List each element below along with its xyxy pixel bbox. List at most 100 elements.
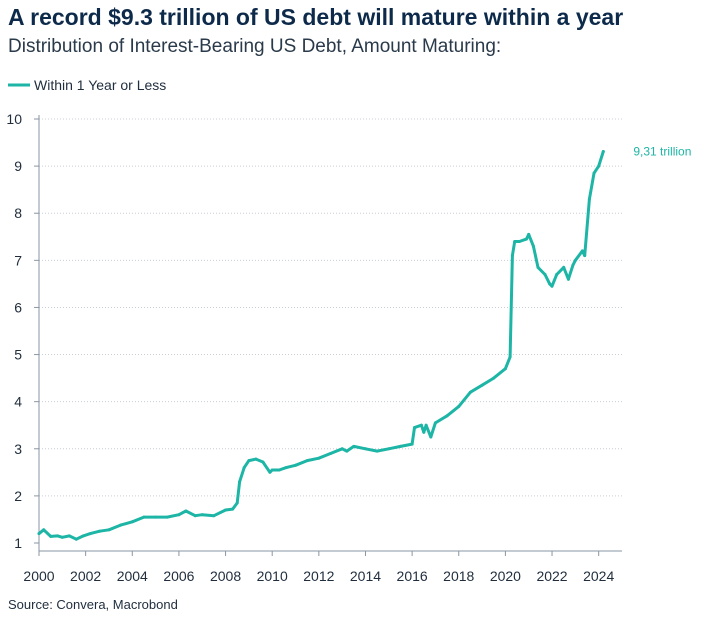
data-point	[548, 282, 552, 286]
data-point	[445, 414, 449, 418]
data-point	[468, 390, 472, 394]
data-point	[531, 244, 535, 248]
data-point	[597, 164, 601, 168]
data-point	[238, 480, 242, 484]
y-tick-label: 8	[14, 205, 22, 221]
data-point	[580, 249, 584, 253]
data-label: 9,31 trillion	[633, 145, 691, 159]
data-point	[294, 463, 297, 467]
x-tick-label: 2016	[397, 568, 428, 584]
data-point	[67, 534, 71, 538]
data-point	[37, 532, 41, 536]
x-tick-label: 2012	[303, 568, 334, 584]
data-point	[480, 383, 484, 387]
data-point	[242, 466, 246, 470]
x-tick-label: 2004	[117, 568, 148, 584]
data-point	[555, 273, 559, 276]
data-point	[536, 265, 540, 269]
data-point	[422, 430, 426, 434]
data-point	[413, 426, 416, 430]
x-tick-label: 2018	[443, 568, 474, 584]
data-point	[601, 150, 605, 153]
data-point	[177, 513, 181, 517]
data-point	[193, 514, 197, 518]
data-point	[268, 470, 272, 474]
data-point	[49, 534, 53, 538]
data-point	[277, 468, 281, 472]
data-point	[550, 284, 554, 288]
data-point	[329, 452, 332, 455]
data-point	[119, 523, 123, 527]
data-point	[419, 423, 423, 427]
data-point	[364, 447, 367, 451]
y-tick-label: 10	[6, 111, 22, 127]
y-tick-label: 7	[14, 252, 22, 268]
x-tick-label: 2002	[70, 568, 101, 584]
y-tick-label: 5	[14, 347, 22, 363]
y-tick-label: 9	[14, 158, 22, 174]
data-point	[212, 514, 216, 518]
x-tick-label: 2010	[257, 568, 288, 584]
chart-subtitle: Distribution of Interest-Bearing US Debt…	[8, 36, 502, 57]
data-point	[562, 265, 566, 269]
x-tick-label: 2020	[490, 568, 521, 584]
data-point	[492, 376, 496, 380]
data-point	[457, 404, 461, 408]
data-point	[107, 528, 111, 532]
legend: Within 1 Year or Less	[8, 77, 166, 93]
data-point	[270, 468, 274, 472]
data-point	[284, 466, 288, 470]
data-point	[130, 520, 134, 524]
x-tick-label: 2024	[583, 568, 614, 584]
x-tick-label: 2006	[163, 568, 194, 584]
data-point	[142, 515, 146, 519]
data-point	[513, 240, 517, 243]
data-point	[345, 449, 349, 453]
data-point	[524, 237, 528, 241]
data-point	[410, 442, 414, 446]
data-point	[74, 537, 78, 541]
data-point	[375, 449, 379, 453]
data-point	[592, 171, 596, 175]
data-point	[517, 240, 521, 243]
data-point	[42, 528, 46, 532]
data-point	[165, 515, 169, 519]
y-tick-label: 1	[14, 535, 22, 551]
data-point	[231, 507, 235, 511]
chart-title: A record $9.3 trillion of US debt will m…	[8, 4, 624, 30]
data-point	[424, 423, 428, 427]
data-point	[235, 501, 239, 505]
y-tick-label: 3	[14, 441, 22, 457]
data-point	[510, 254, 514, 258]
data-point	[340, 447, 344, 451]
data-point	[224, 508, 228, 512]
data-point	[587, 197, 591, 201]
data-point	[247, 459, 251, 463]
data-point	[200, 513, 204, 517]
x-tick-label: 2000	[23, 568, 54, 584]
y-tick-label: 4	[14, 394, 22, 410]
data-point	[154, 515, 158, 519]
data-point	[387, 447, 391, 451]
data-point	[429, 435, 433, 439]
data-point	[305, 459, 309, 463]
data-point	[254, 457, 258, 461]
data-point	[503, 367, 507, 371]
data-point	[88, 532, 92, 536]
data-point	[261, 460, 265, 464]
data-point	[573, 258, 577, 262]
data-point	[399, 444, 402, 448]
y-tick-label: 2	[14, 488, 22, 504]
data-point	[543, 273, 547, 276]
data-point	[566, 277, 570, 281]
data-point	[81, 534, 85, 538]
data-point	[508, 355, 512, 359]
data-point	[583, 254, 587, 258]
data-point	[433, 421, 437, 425]
y-tick-label: 6	[14, 299, 22, 315]
x-tick-label: 2008	[210, 568, 241, 584]
data-point	[527, 232, 531, 236]
x-tick-label: 2022	[536, 568, 567, 584]
data-point	[56, 534, 60, 538]
